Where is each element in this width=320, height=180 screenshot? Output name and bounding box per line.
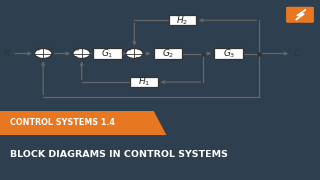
Text: +: + bbox=[47, 46, 52, 52]
Polygon shape bbox=[296, 10, 306, 20]
FancyBboxPatch shape bbox=[214, 48, 243, 59]
Text: $G_3$: $G_3$ bbox=[223, 47, 235, 60]
Text: −: − bbox=[33, 54, 38, 60]
Text: $G_2$: $G_2$ bbox=[162, 47, 174, 60]
FancyBboxPatch shape bbox=[93, 48, 122, 59]
Text: R: R bbox=[4, 49, 10, 58]
FancyBboxPatch shape bbox=[169, 15, 196, 25]
Text: CONTROL SYSTEMS 1.4: CONTROL SYSTEMS 1.4 bbox=[10, 118, 115, 127]
FancyBboxPatch shape bbox=[286, 7, 314, 23]
Text: +: + bbox=[127, 46, 132, 52]
FancyBboxPatch shape bbox=[131, 77, 157, 87]
Circle shape bbox=[126, 49, 143, 58]
FancyBboxPatch shape bbox=[154, 48, 182, 59]
Text: C: C bbox=[294, 49, 300, 58]
Text: +: + bbox=[36, 46, 41, 52]
Text: $G_1$: $G_1$ bbox=[101, 47, 113, 60]
Text: $H_2$: $H_2$ bbox=[176, 14, 188, 26]
Text: $H_1$: $H_1$ bbox=[138, 76, 150, 88]
Text: −: − bbox=[135, 55, 140, 60]
Circle shape bbox=[35, 49, 52, 58]
Text: +: + bbox=[74, 46, 80, 52]
Text: −: − bbox=[71, 54, 77, 60]
Text: BLOCK DIAGRAMS IN CONTROL SYSTEMS: BLOCK DIAGRAMS IN CONTROL SYSTEMS bbox=[10, 150, 228, 159]
Polygon shape bbox=[0, 111, 166, 135]
Circle shape bbox=[73, 49, 90, 58]
